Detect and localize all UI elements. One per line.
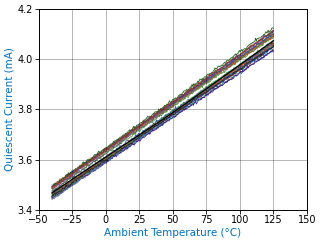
X-axis label: Ambient Temperature (°C): Ambient Temperature (°C): [104, 228, 241, 238]
Y-axis label: Quiescent Current (mA): Quiescent Current (mA): [5, 47, 15, 171]
